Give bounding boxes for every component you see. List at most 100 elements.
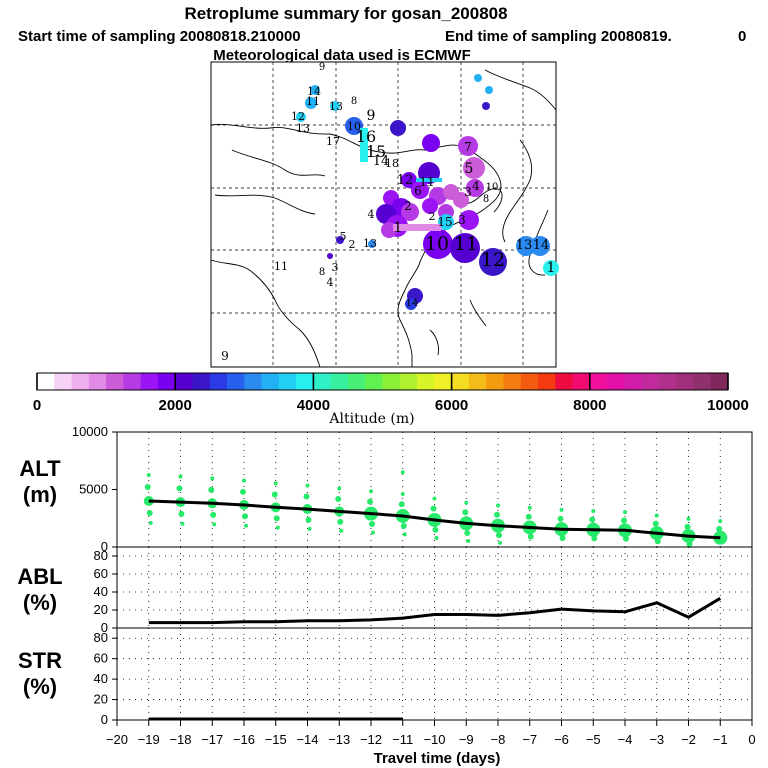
alt-label: ALT bbox=[19, 456, 61, 481]
map-day-label-23: 2 bbox=[429, 210, 436, 223]
colorbar-tick-4: 8000 bbox=[573, 397, 606, 414]
map-day-label-25: 3 bbox=[458, 213, 466, 227]
map-day-label-0: 9 bbox=[319, 62, 325, 73]
map-day-label-10: 17 bbox=[326, 135, 340, 148]
colorbar-cell-24 bbox=[451, 373, 470, 390]
plume-dot-17 bbox=[459, 210, 479, 230]
plume-dot-35 bbox=[327, 253, 333, 259]
map-day-label-24: 1 bbox=[394, 220, 403, 236]
end-time-label: End time of sampling 20080819. bbox=[445, 28, 672, 45]
plume-dot-27 bbox=[305, 97, 317, 109]
start-time-label: Start time of sampling 20080818.210000 bbox=[18, 28, 301, 45]
colorbar-tick-2: 4000 bbox=[297, 397, 330, 414]
alt-scatter-15-3 bbox=[623, 510, 627, 515]
alt-scatter-6-3 bbox=[337, 486, 342, 491]
colorbar-cell-22 bbox=[417, 373, 435, 390]
colorbar-cell-30 bbox=[555, 373, 573, 390]
alt-scatter-14-1 bbox=[589, 516, 596, 523]
plume-dot-30 bbox=[330, 101, 340, 111]
colorbar-cell-7 bbox=[157, 373, 176, 390]
plume-dot-34 bbox=[336, 236, 344, 244]
alt-ytick-2: 10000 bbox=[72, 424, 108, 439]
x-tick-11: −9 bbox=[459, 732, 474, 747]
colorbar-tick-3: 6000 bbox=[435, 397, 468, 414]
colorbar-cell-12 bbox=[244, 373, 262, 390]
x-tick-6: −14 bbox=[296, 732, 318, 747]
alt-scatter-7-2 bbox=[369, 520, 375, 527]
map-day-label-29: 10 bbox=[425, 233, 449, 255]
altitude-colorbar: 0 2000 4000 6000 8000 10000 Altitude (m) bbox=[33, 372, 749, 427]
map-day-label-32: 13 bbox=[516, 238, 533, 253]
map-day-label-7: 9 bbox=[367, 108, 376, 124]
colorbar-cell-29 bbox=[537, 373, 556, 390]
x-axis: −20 −19 −18 −17 −16 −15 −14 −13 −12 −11 −10 −9 −8 −7−… bbox=[106, 720, 756, 747]
map-day-label-31: 12 bbox=[481, 249, 505, 271]
abl-ytick-2: 40 bbox=[94, 584, 108, 599]
alt-scatter-1-4 bbox=[180, 521, 185, 526]
map-day-label-27: 4 bbox=[368, 208, 375, 221]
alt-scatter-8-2 bbox=[400, 523, 407, 530]
map-day-label-19: 10 bbox=[486, 182, 499, 193]
plume-dot-32 bbox=[405, 298, 417, 310]
colorbar-cell-39 bbox=[710, 373, 729, 390]
abl-ytick-1: 20 bbox=[94, 602, 108, 617]
map-day-label-22: 3 bbox=[464, 185, 472, 199]
plume-dot-21 bbox=[450, 233, 480, 263]
x-tick-17: −3 bbox=[649, 732, 664, 747]
alt-scatter-2-1 bbox=[208, 486, 215, 493]
alt-scatter-2-4 bbox=[212, 522, 217, 527]
alt-scatter-1-1 bbox=[176, 485, 183, 492]
alt-scatter-18-3 bbox=[718, 519, 723, 524]
str-ytick-2: 40 bbox=[94, 671, 108, 686]
map-day-label-40: 3 bbox=[332, 261, 339, 274]
plume-dot-16 bbox=[453, 192, 469, 208]
alt-scatter-11-1 bbox=[494, 511, 500, 518]
colorbar-cell-8 bbox=[175, 373, 193, 390]
alt-scatter-0-2 bbox=[146, 510, 153, 516]
map-day-label-42: 14 bbox=[406, 298, 419, 309]
plume-streak-2 bbox=[360, 128, 368, 162]
alt-scatter-14-3 bbox=[591, 509, 596, 514]
figure-title: Retroplume summary for gosan_200808 bbox=[184, 4, 507, 23]
alt-scatter-12-1 bbox=[525, 513, 532, 520]
alt-scatter-12-2 bbox=[527, 533, 534, 540]
map-day-label-35: 5 bbox=[340, 230, 347, 243]
alt-scatter-6-2 bbox=[337, 518, 344, 525]
alt-scatter-11-4 bbox=[498, 540, 502, 545]
end-time-extra: 0 bbox=[738, 28, 746, 45]
alt-scatter-9-1 bbox=[430, 505, 437, 512]
map-day-label-15: 11 bbox=[419, 175, 434, 189]
map-gridlines bbox=[211, 62, 556, 367]
alt-ytick-1: 5000 bbox=[79, 482, 108, 497]
abl-unit: (%) bbox=[23, 590, 57, 615]
alt-scatter-16-2 bbox=[654, 538, 661, 545]
map-day-label-13: 18 bbox=[385, 157, 399, 170]
x-tick-5: −15 bbox=[265, 732, 287, 747]
alt-scatter-13-1 bbox=[557, 515, 564, 522]
colorbar-cell-13 bbox=[261, 373, 280, 390]
map-day-label-21: 6 bbox=[414, 184, 422, 198]
colorbar-cell-15 bbox=[296, 373, 314, 390]
plume-dot-37 bbox=[474, 74, 482, 82]
alt-scatter-7-1 bbox=[367, 498, 373, 505]
x-tick-8: −12 bbox=[360, 732, 382, 747]
alt-scatter-4-2 bbox=[273, 515, 280, 522]
alt-scatter-7-4 bbox=[371, 530, 375, 535]
x-tick-10: −10 bbox=[423, 732, 445, 747]
colorbar-cell-2 bbox=[71, 373, 90, 390]
colorbar-cell-0 bbox=[37, 373, 55, 390]
colorbar-cell-9 bbox=[192, 373, 211, 390]
alt-scatter-13-2 bbox=[559, 535, 566, 542]
map-day-label-12: 14 bbox=[373, 154, 390, 169]
map-day-label-4: 8 bbox=[351, 96, 357, 107]
str-label: STR bbox=[18, 648, 62, 673]
alt-scatter-6-4 bbox=[339, 528, 344, 533]
colorbar-cell-3 bbox=[88, 373, 107, 390]
alt-scatter-4-3 bbox=[273, 481, 278, 486]
alt-scatter-16-1 bbox=[652, 520, 659, 527]
colorbar-cell-4 bbox=[106, 373, 124, 390]
alt-scatter-17-1 bbox=[684, 523, 691, 530]
plume-dot-23 bbox=[516, 236, 536, 256]
map-day-label-14: 12 bbox=[397, 173, 414, 188]
